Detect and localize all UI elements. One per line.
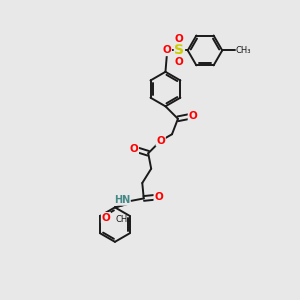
Text: O: O xyxy=(154,192,163,202)
Text: O: O xyxy=(175,57,183,67)
Text: HN: HN xyxy=(114,195,130,205)
Text: O: O xyxy=(102,213,110,223)
Text: O: O xyxy=(163,45,171,56)
Text: CH₃: CH₃ xyxy=(116,215,131,224)
Text: CH₃: CH₃ xyxy=(236,46,251,55)
Text: S: S xyxy=(174,44,184,57)
Text: O: O xyxy=(188,111,197,121)
Text: O: O xyxy=(130,144,138,154)
Text: O: O xyxy=(156,136,165,146)
Text: O: O xyxy=(175,34,183,44)
